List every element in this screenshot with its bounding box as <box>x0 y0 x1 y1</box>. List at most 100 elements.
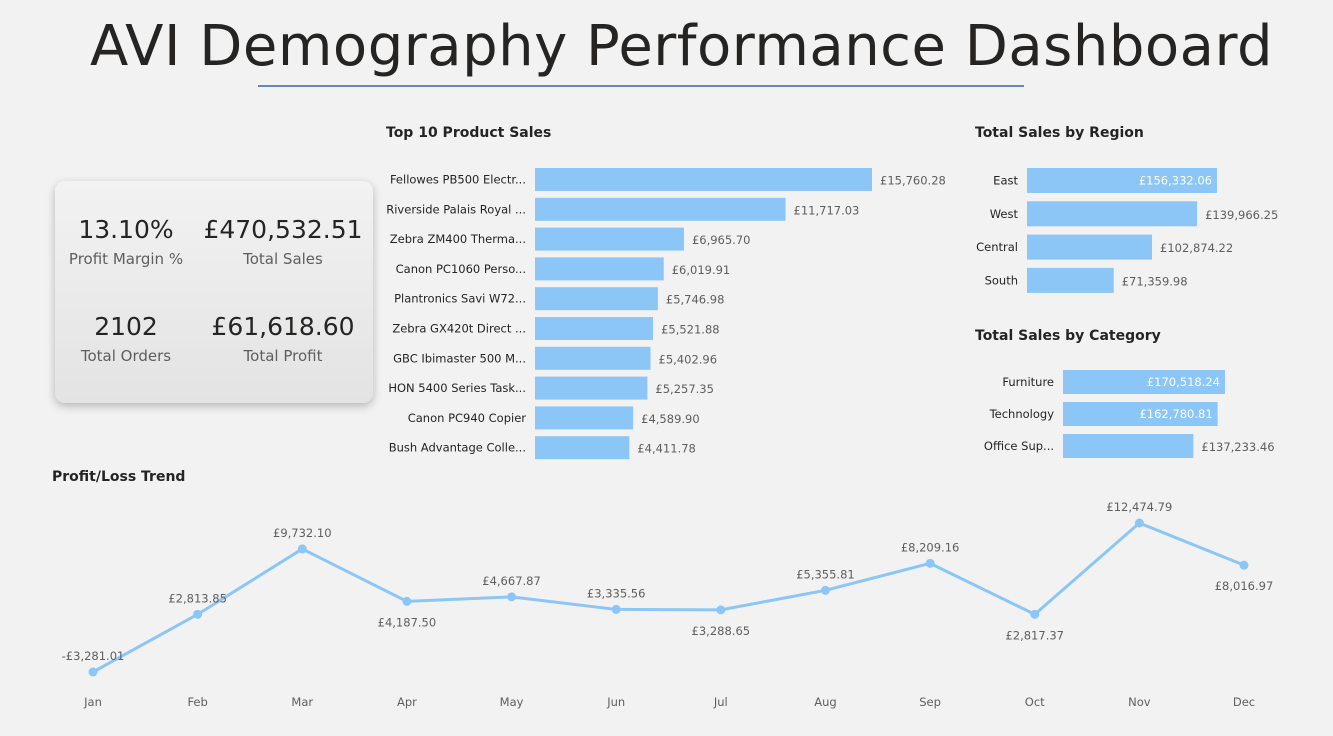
profit-trend-point[interactable] <box>297 544 307 554</box>
profit-trend-data-label: £8,016.97 <box>1215 579 1274 593</box>
sales-category-bar[interactable] <box>1063 434 1194 458</box>
top-products-chart[interactable]: Fellowes PB500 Electr... £15,760.28 Rivers… <box>380 160 970 470</box>
sales-category-category-label: Technology <box>989 407 1055 421</box>
top-products-bar[interactable] <box>535 436 630 460</box>
profit-trend-x-tick-label: Dec <box>1233 695 1255 709</box>
kpi-profit-margin[interactable]: 13.10% Profit Margin % <box>46 215 206 268</box>
sales-category-bar[interactable] <box>1063 402 1218 426</box>
top-products-category-label: Zebra ZM400 Therma... <box>390 232 526 246</box>
profit-trend-data-label: £3,335.56 <box>587 586 646 600</box>
profit-trend-data-label: £3,288.65 <box>692 624 751 638</box>
top-products-bar[interactable] <box>535 376 648 400</box>
top-products-category-label: Canon PC1060 Perso... <box>396 262 526 276</box>
top-products-data-label: £4,411.78 <box>637 442 696 456</box>
sales-region-category-label: South <box>985 273 1018 287</box>
profit-trend-point[interactable] <box>1134 518 1144 528</box>
top-products-data-label: £5,521.88 <box>661 323 720 337</box>
sales-region-bar[interactable] <box>1027 201 1198 227</box>
profit-trend-chart[interactable]: -£3,281.01 Jan £2,813.85 Feb £9,732.10 Mar £4,… <box>30 500 1330 730</box>
top-products-bar[interactable] <box>535 346 651 370</box>
sales-category-bar[interactable] <box>1063 370 1225 394</box>
top-products-category-label: Fellowes PB500 Electr... <box>390 173 526 187</box>
profit-trend-x-tick-label: Mar <box>291 695 313 709</box>
profit-trend-x-tick-label: Apr <box>397 695 417 709</box>
sales-category-title: Total Sales by Category <box>975 328 1161 344</box>
top-products-data-label: £5,402.96 <box>659 352 718 366</box>
sales-category-data-label: £170,518.24 <box>1147 375 1220 389</box>
kpi-total-orders[interactable]: 2102 Total Orders <box>46 312 206 365</box>
profit-trend-point[interactable] <box>716 605 726 615</box>
profit-trend-point[interactable] <box>402 596 412 606</box>
kpi-profit-margin-label: Profit Margin % <box>68 250 184 268</box>
kpi-profit-margin-value: 13.10% <box>78 215 174 244</box>
top-products-category-label: Bush Advantage Colle... <box>389 441 526 455</box>
sales-region-data-label: £139,966.25 <box>1205 208 1278 222</box>
kpi-total-sales[interactable]: £470,532.51 Total Sales <box>203 215 363 268</box>
top-products-bar[interactable] <box>535 406 634 430</box>
kpi-total-profit[interactable]: £61,618.60 Total Profit <box>203 312 363 365</box>
profit-trend-data-label: £12,474.79 <box>1106 500 1172 514</box>
profit-trend-data-label: £8,209.16 <box>901 540 960 554</box>
top-products-data-label: £4,589.90 <box>641 412 700 426</box>
profit-trend-x-tick-label: Jul <box>713 695 728 709</box>
top-products-category-label: Riverside Palais Royal ... <box>386 202 526 216</box>
profit-trend-x-tick-label: Jun <box>606 695 625 709</box>
sales-region-category-label: East <box>993 174 1018 188</box>
sales-region-data-label: £156,332.06 <box>1139 174 1212 188</box>
profit-trend-line <box>92 521 1245 674</box>
profit-trend-point[interactable] <box>820 585 830 595</box>
profit-trend-x-tick-label: Sep <box>919 695 941 709</box>
kpi-total-profit-value: £61,618.60 <box>211 312 355 341</box>
top-products-bar[interactable] <box>535 197 786 221</box>
sales-region-category-label: Central <box>976 240 1018 254</box>
top-products-category-label: GBC Ibimaster 500 M... <box>393 351 526 365</box>
profit-trend-point[interactable] <box>507 592 517 602</box>
top-products-title: Top 10 Product Sales <box>386 125 552 141</box>
sales-region-chart[interactable]: East £156,332.06 West £139,966.25 Central £10… <box>960 160 1320 300</box>
title-underline <box>258 85 1024 87</box>
top-products-bar[interactable] <box>535 168 872 191</box>
kpi-total-sales-value: £470,532.51 <box>203 215 363 244</box>
profit-trend-x-tick-label: Nov <box>1128 695 1151 709</box>
profit-trend-data-label: £2,817.37 <box>1005 628 1064 642</box>
dashboard-title: AVI Demography Performance Dashboard <box>89 14 1274 79</box>
profit-trend-x-tick-label: Jan <box>83 695 102 709</box>
kpi-total-sales-label: Total Sales <box>243 250 323 268</box>
profit-trend-point[interactable] <box>1030 609 1040 619</box>
sales-category-category-label: Office Sup... <box>984 439 1054 453</box>
profit-trend-title: Profit/Loss Trend <box>52 469 186 485</box>
sales-category-category-label: Furniture <box>1002 375 1054 389</box>
top-products-bar[interactable] <box>535 257 664 281</box>
sales-category-data-label: £162,780.81 <box>1139 407 1212 421</box>
top-products-data-label: £5,746.98 <box>666 293 725 307</box>
profit-trend-point[interactable] <box>88 667 98 677</box>
sales-category-data-label: £137,233.46 <box>1201 440 1274 454</box>
profit-trend-data-label: £9,732.10 <box>273 526 332 540</box>
sales-region-bar[interactable] <box>1027 168 1217 193</box>
profit-trend-point[interactable] <box>925 558 935 568</box>
profit-trend-data-label: £5,355.81 <box>796 567 855 581</box>
top-products-data-label: £15,760.28 <box>880 174 946 188</box>
profit-trend-x-tick-label: Feb <box>187 695 207 709</box>
sales-region-title: Total Sales by Region <box>975 125 1144 141</box>
sales-region-bar[interactable] <box>1027 234 1153 260</box>
profit-trend-data-label: £2,813.85 <box>168 591 227 605</box>
sales-region-bar[interactable] <box>1027 267 1114 293</box>
kpi-total-orders-value: 2102 <box>94 312 158 341</box>
sales-region-data-label: £71,359.98 <box>1122 274 1188 288</box>
profit-trend-point[interactable] <box>611 604 621 614</box>
sales-category-chart[interactable]: Furniture £170,518.24 Technology £162,780.8… <box>960 365 1320 465</box>
profit-trend-point[interactable] <box>193 609 203 619</box>
top-products-data-label: £6,019.91 <box>672 263 731 277</box>
top-products-bar[interactable] <box>535 227 684 251</box>
kpi-card: 13.10% Profit Margin % £470,532.51 Total… <box>55 181 373 403</box>
kpi-total-orders-label: Total Orders <box>80 347 172 365</box>
profit-trend-data-label: £4,187.50 <box>378 615 437 629</box>
profit-trend-x-tick-label: Oct <box>1025 695 1045 709</box>
top-products-category-label: Zebra GX420t Direct ... <box>392 322 526 336</box>
top-products-bar[interactable] <box>535 317 654 340</box>
profit-trend-point[interactable] <box>1239 560 1249 570</box>
top-products-category-label: Canon PC940 Copier <box>408 411 527 425</box>
top-products-category-label: Plantronics Savi W72... <box>394 292 526 306</box>
top-products-bar[interactable] <box>535 287 658 311</box>
